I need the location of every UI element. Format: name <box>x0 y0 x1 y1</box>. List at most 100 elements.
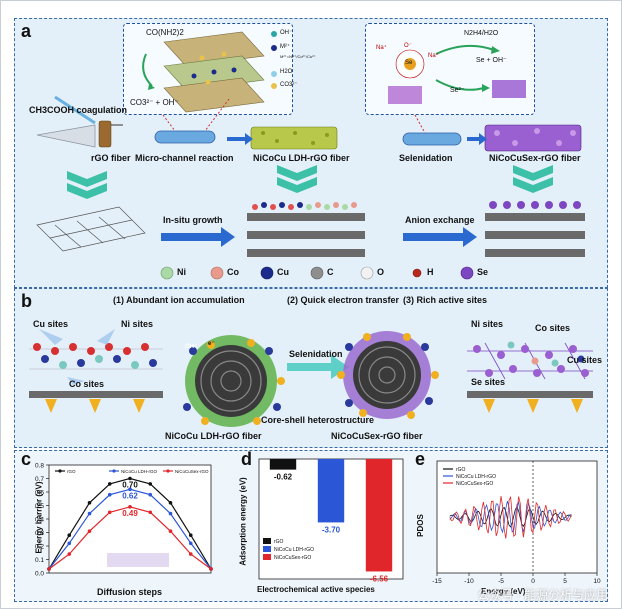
chart-c-legend-marker <box>112 469 116 473</box>
inset1-legend-m-note: M²⁺=Ni²⁺/Co²⁺/Cu²⁺ <box>280 54 316 59</box>
microchannel-label: Micro-channel reaction <box>135 153 234 163</box>
panel-b: b (1) Abundant ion accumulation (2) Quic… <box>14 288 608 448</box>
chart-c-point <box>168 511 173 516</box>
chart-c-point <box>47 567 51 571</box>
inset1-legend-co3: CO3²⁻ <box>280 82 298 88</box>
anion-exchange-label: Anion exchange <box>405 215 475 225</box>
legend-c: C <box>327 267 334 277</box>
chart-c-legend-label: NiCoCuSex-rGO <box>175 469 209 474</box>
chart-c-point <box>209 567 213 571</box>
chart-d-bar <box>317 459 345 523</box>
panel-a: a CO(NH2)2 CO3²⁻ + OH⁻ OH⁻ M²⁺ M²⁺=Ni²⁺/… <box>14 18 608 288</box>
co-sites-right-label: Co sites <box>535 323 571 333</box>
ldh-fiber-label: NiCoCu LDH-rGO fiber <box>253 153 350 163</box>
panel-b-graphics <box>29 329 593 427</box>
chart-c-point <box>87 511 92 516</box>
chart-c-point <box>87 529 92 533</box>
chart-c-ytick-label: 0.3 <box>35 530 44 537</box>
chart-c-point <box>128 476 132 481</box>
chart-c-peak-label: 0.70 <box>122 481 138 490</box>
cu-sites-label: Cu sites <box>33 319 69 329</box>
chart-c-point <box>107 482 112 486</box>
selenidation-label-a: Selenidation <box>399 153 453 163</box>
chart-d-ylabel: Adsorption energy (eV) <box>238 477 248 566</box>
element-legend-dots <box>160 266 474 280</box>
chart-c-point <box>148 510 153 515</box>
selenide-label: Se²⁻ <box>450 87 465 94</box>
ldh-fiber-label-b: NiCoCu LDH-rGO fiber <box>165 431 262 441</box>
legend-h: H <box>427 267 434 277</box>
selenidation-inset: Na⁺ Na⁺ O⁻ Se N2H4/H2O Se + OH⁻ Se²⁻ <box>365 23 535 115</box>
chart-e-series-line <box>449 496 572 539</box>
hydrazine-label: N2H4/H2O <box>464 30 499 37</box>
chart-d-value-label: -6.56 <box>370 574 389 583</box>
chart-d-bar <box>365 459 393 572</box>
panel-b-label: b <box>21 291 32 311</box>
chart-c-ytick-label: 0.6 <box>35 490 44 497</box>
heading-electron-transfer: (2) Quick electron transfer <box>287 295 400 305</box>
oxygen-label: O⁻ <box>404 43 412 49</box>
chart-c-xlabel: Diffusion steps <box>97 587 163 597</box>
chart-c-point <box>128 487 132 492</box>
chart-c-ytick-label: 0.8 <box>35 463 44 470</box>
chart-c-point <box>148 482 153 486</box>
heading-ion-accumulation: (1) Abundant ion accumulation <box>113 295 245 305</box>
chart-c-ytick-label: 0.5 <box>35 503 44 510</box>
inset1-legend-m: M²⁺ <box>280 44 291 50</box>
selenium-label: Se <box>405 60 413 66</box>
chart-c-ylabel: Energy barrier (eV) <box>34 481 44 554</box>
core-shell-label: Core-shell heterostructure <box>261 415 375 425</box>
chart-c-slab-illustration <box>107 553 169 567</box>
panel-a-label: a <box>21 21 32 41</box>
chart-c-legend-marker <box>58 469 62 473</box>
selenite-illustration <box>388 44 526 104</box>
chart-e-xtick-label: -15 <box>432 578 442 585</box>
panel-c-label: c <box>21 449 32 469</box>
chart-e-series-line <box>449 500 572 534</box>
chart-c-point <box>168 501 173 505</box>
ni-sites-label: Ni sites <box>121 319 154 329</box>
legend-se: Se <box>477 267 489 277</box>
chart-c-point <box>128 505 132 509</box>
chart-c-point <box>67 533 72 537</box>
legend-co: Co <box>227 267 239 277</box>
ldh-growth-inset: CO(NH2)2 CO3²⁻ + OH⁻ OH⁻ M²⁺ M²⁺=Ni²⁺/Co… <box>123 23 316 115</box>
inset1-legend-h2o: H2O <box>280 69 293 75</box>
chart-e-legend-label: NiCoCu LDH-rGO <box>456 474 496 480</box>
chart-d-legend-swatch <box>263 538 271 544</box>
chart-c-peak-label: 0.49 <box>122 509 138 518</box>
legend-ni: Ni <box>177 267 186 277</box>
chart-c-point <box>87 501 92 505</box>
chart-c-ytick-label: 0.0 <box>35 571 44 578</box>
rgo-fiber-label: rGO fiber <box>91 153 131 163</box>
chart-c-point <box>67 541 72 546</box>
chart-e-legend-label: NiCoCuSex-rGO <box>456 481 493 487</box>
chart-c-point <box>107 492 112 497</box>
sodium-ion-2: Na⁺ <box>428 53 439 59</box>
panel-d-label: d <box>241 449 252 469</box>
heading-active-sites: (3) Rich active sites <box>403 295 488 305</box>
coagulation-label: CH3COOH coagulation <box>29 105 128 115</box>
chart-e-series-line <box>449 506 572 528</box>
chart-d-legend-swatch <box>263 554 271 560</box>
legend-cu: Cu <box>277 267 289 277</box>
insitu-growth-label: In-situ growth <box>163 215 223 225</box>
chart-c-legend-marker <box>166 469 170 473</box>
chart-c-ytick-label: 0.4 <box>35 517 44 524</box>
electron-tag: e⁻ <box>208 341 215 347</box>
chart-d-legend-label: NiCoCuSex-rGO <box>274 555 311 561</box>
chart-d-bar <box>269 459 297 470</box>
chart-d-xlabel: Electrochemical active species <box>257 585 375 594</box>
chart-d-value-label: -3.70 <box>322 525 341 534</box>
chart-c-ytick-label: 0.1 <box>35 557 44 564</box>
se-fiber-label-a: NiCoCuSex-rGO fiber <box>489 153 581 163</box>
oh-ion-tag: OH⁻ <box>185 344 198 350</box>
chart-c-point <box>67 552 72 556</box>
panel-e-label: e <box>415 449 426 469</box>
inset1-legend-oh: OH⁻ <box>280 30 293 36</box>
chart-d-legend-label: rGO <box>274 539 284 545</box>
panel-cde: c d e 0.0 0.1 0.2 0.3 0.4 0.5 0.6 0.7 0.8 0.70 rGO… <box>14 449 608 602</box>
chart-d-value-label: -0.62 <box>274 473 293 482</box>
chart-e-ylabel: PDOS <box>415 514 425 537</box>
